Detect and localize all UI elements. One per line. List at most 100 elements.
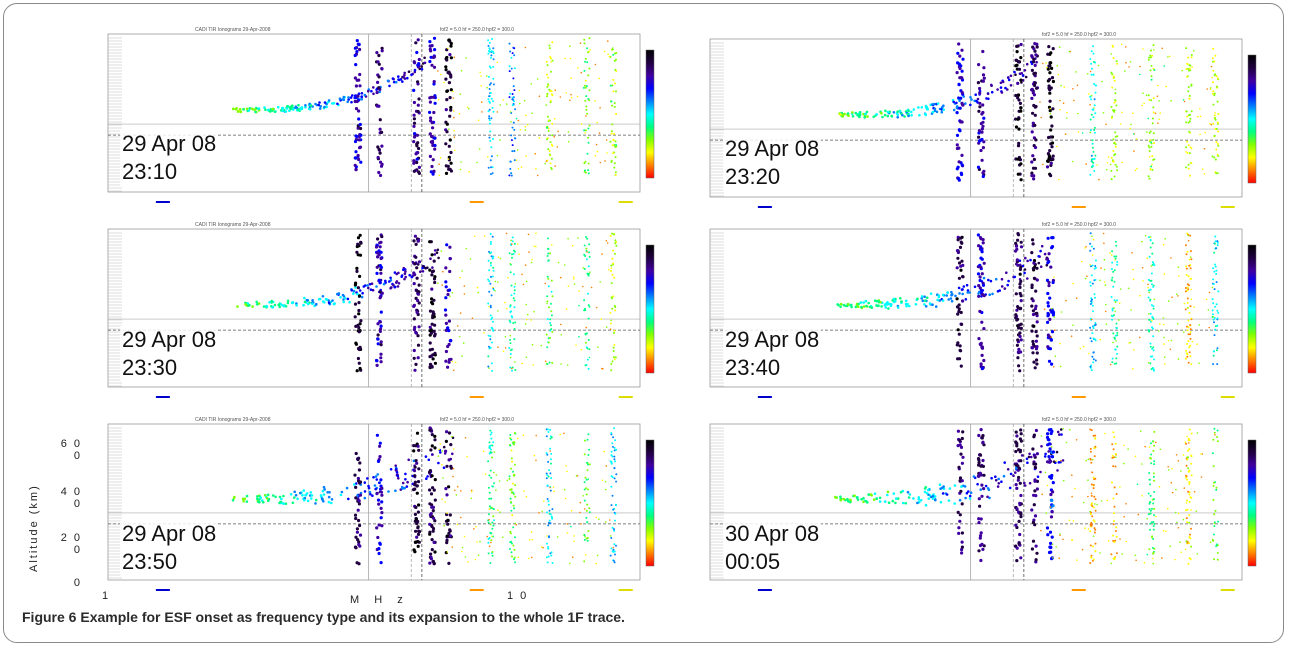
interference-point <box>378 281 382 285</box>
noise-point <box>1075 71 1077 73</box>
noise-point <box>1050 336 1053 338</box>
interference-point <box>380 486 384 490</box>
interference-point <box>379 327 383 331</box>
figure-caption: Figure 6 Example for ESF onset as freque… <box>22 609 625 625</box>
noise-point <box>596 150 599 153</box>
interference-point <box>1035 345 1039 349</box>
interference-point <box>358 493 363 497</box>
interference-point <box>957 146 961 150</box>
interference-point <box>1015 318 1019 322</box>
interference-point <box>490 294 493 297</box>
interference-point <box>959 120 963 124</box>
interference-point <box>430 121 434 125</box>
interference-point <box>547 252 550 255</box>
interference-point <box>1090 300 1093 303</box>
noise-point <box>605 240 608 242</box>
interference-point <box>355 78 359 82</box>
noise-point <box>1043 308 1046 310</box>
interference-point <box>1187 456 1189 459</box>
noise-point <box>459 93 462 95</box>
interference-point <box>547 259 550 262</box>
interference-point <box>487 39 490 42</box>
interference-point <box>979 288 984 292</box>
noise-point <box>1183 487 1186 489</box>
interference-point <box>1189 117 1192 120</box>
noise-point <box>1068 50 1071 53</box>
noise-point <box>1209 88 1212 90</box>
noise-point <box>1175 488 1177 491</box>
trace-point <box>887 307 890 310</box>
noise-point <box>565 92 568 94</box>
interference-point <box>1015 308 1019 312</box>
trace-point <box>960 485 963 488</box>
interference-point <box>584 129 587 132</box>
trace-point <box>404 270 407 273</box>
interference-point <box>977 433 981 438</box>
interference-point <box>957 526 961 530</box>
interference-point <box>1017 364 1021 368</box>
noise-point <box>447 158 450 160</box>
interference-point <box>1216 324 1219 327</box>
interference-point <box>1214 265 1217 268</box>
interference-point <box>414 331 418 335</box>
trace-point <box>394 80 398 84</box>
interference-point <box>1018 101 1022 105</box>
interference-point <box>1190 363 1193 366</box>
trace-point <box>388 280 391 283</box>
interference-point <box>487 521 490 524</box>
interference-point <box>1151 117 1154 120</box>
noise-point <box>1087 479 1089 481</box>
interference-point <box>417 283 421 287</box>
interference-point <box>978 309 982 313</box>
interference-point <box>446 365 450 369</box>
interference-point <box>1051 47 1055 51</box>
interference-point <box>1188 120 1191 123</box>
interference-point <box>1094 154 1097 157</box>
trace-point <box>408 273 412 277</box>
interference-point <box>447 485 451 489</box>
trace-point <box>923 299 927 302</box>
interference-point <box>1050 141 1055 145</box>
axis-marker <box>155 201 170 203</box>
trace-point <box>1013 70 1016 74</box>
interference-point <box>1018 158 1022 162</box>
interference-point <box>493 482 495 485</box>
interference-point <box>611 476 614 479</box>
trace-point <box>1026 277 1029 280</box>
interference-point <box>1188 97 1191 100</box>
trace-point <box>437 461 440 465</box>
interference-point <box>1089 281 1092 284</box>
trace-point <box>256 497 259 501</box>
trace-point <box>255 303 259 306</box>
interference-point <box>960 241 964 245</box>
interference-point <box>1186 151 1189 154</box>
trace-point <box>347 96 350 99</box>
noise-point <box>1199 115 1202 118</box>
interference-point <box>586 237 589 240</box>
noise-point <box>1090 94 1093 97</box>
noise-point <box>1131 252 1133 254</box>
interference-point <box>548 88 551 91</box>
noise-point <box>1183 100 1186 103</box>
interference-point <box>977 109 981 113</box>
interference-point <box>614 82 616 85</box>
noise-point <box>584 132 586 134</box>
interference-point <box>492 47 495 50</box>
noise-point <box>1143 102 1145 105</box>
trace-point <box>1060 433 1063 436</box>
interference-point <box>1188 448 1191 451</box>
noise-point <box>470 490 473 493</box>
interference-point <box>412 113 416 117</box>
interference-point <box>489 335 492 338</box>
interference-point <box>488 445 491 448</box>
interference-point <box>1148 146 1151 149</box>
interference-point <box>378 118 382 122</box>
interference-point <box>1016 117 1020 121</box>
noise-point <box>449 295 451 298</box>
panel-params: fof2 = 5.0 hf = 250.0 hpf2 = 300.0 <box>440 417 515 423</box>
interference-point <box>1032 503 1036 507</box>
interference-point <box>1216 244 1219 247</box>
noise-point <box>469 258 472 260</box>
noise-point <box>509 111 512 113</box>
noise-point <box>496 281 499 283</box>
